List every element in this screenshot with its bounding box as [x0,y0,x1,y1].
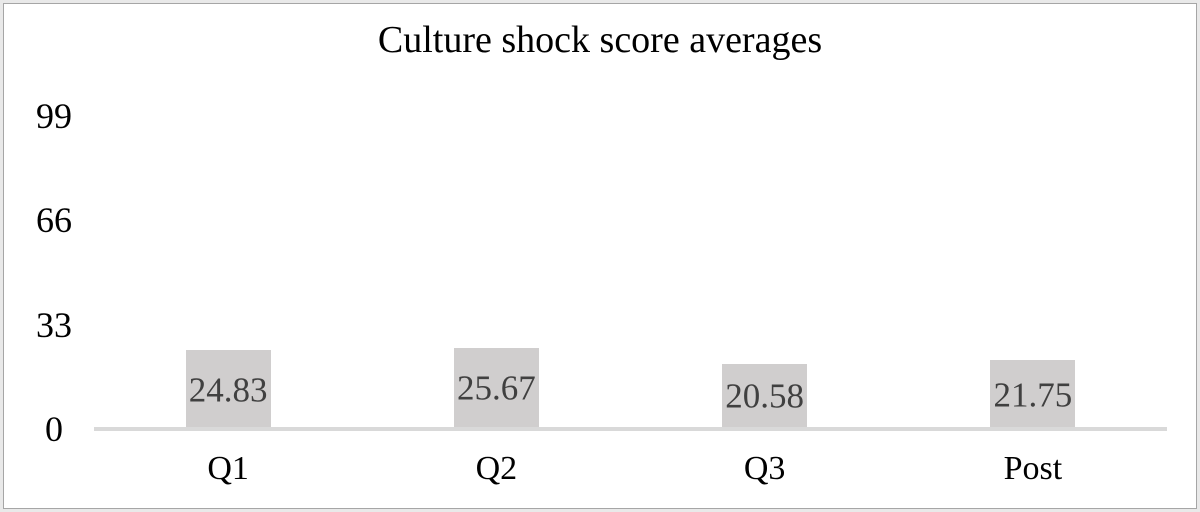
x-category-label: Q3 [743,450,786,487]
bar-q3 [722,363,808,429]
bar-q2 [453,347,539,429]
y-tick-label: 33 [36,304,72,345]
plot-area: 0 33 66 99 24.83 25.67 20.58 21.75 Q1 Q2 Q3 Post [4,4,1196,508]
bar-post [990,360,1076,429]
bar-value-label: 21.75 [993,375,1073,415]
bar-value-label: 25.67 [457,368,536,408]
y-tick-label: 66 [36,200,72,240]
x-category-label: Q1 [207,450,249,487]
x-category-label: Post [1003,450,1063,487]
chart-title: Culture shock score averages [377,19,823,61]
y-tick-label: 99 [36,95,72,136]
y-tick-label: 0 [45,409,63,449]
bar-value-label: 20.58 [725,376,804,416]
chart-canvas: Culture shock score averages 0 33 66 99 24.… [3,3,1197,509]
bar-q1 [185,350,271,429]
bar-value-label: 24.83 [188,370,268,410]
x-category-label: Q2 [475,450,518,487]
x-axis-line [94,427,1167,431]
